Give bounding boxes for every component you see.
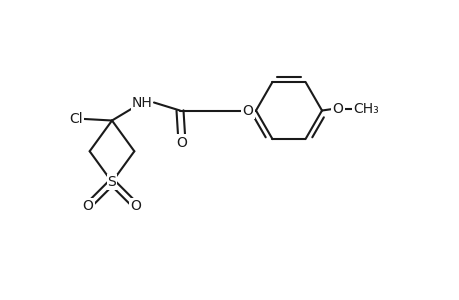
Text: O: O — [176, 136, 187, 149]
Text: NH: NH — [131, 95, 152, 110]
Text: O: O — [82, 199, 93, 213]
Text: CH₃: CH₃ — [353, 101, 378, 116]
Text: O: O — [332, 101, 343, 116]
Text: O: O — [242, 103, 253, 118]
Text: Cl: Cl — [69, 112, 83, 125]
Text: O: O — [130, 199, 141, 213]
Text: S: S — [107, 175, 116, 189]
